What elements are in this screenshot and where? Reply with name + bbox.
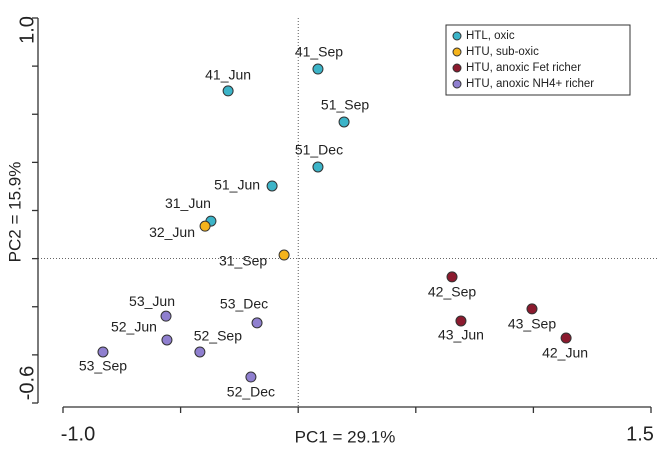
point	[222, 85, 234, 97]
x-tick-label: -1.0	[61, 423, 95, 445]
legend-box	[445, 24, 631, 96]
point	[560, 332, 572, 344]
point-label: 53_Dec	[220, 296, 268, 312]
point	[160, 310, 172, 322]
point-label: 42_Jun	[542, 345, 588, 361]
legend-marker	[452, 31, 462, 41]
y-tick-label: 1.0	[16, 16, 38, 44]
point-label: 51_Sep	[321, 97, 369, 113]
point-label: 52_Jun	[111, 319, 157, 335]
point	[312, 161, 324, 173]
y-axis-label: PC2 = 15.9%	[5, 162, 24, 263]
point	[266, 180, 278, 192]
legend-label: HTL, oxic	[466, 30, 515, 42]
legend-marker	[452, 79, 462, 89]
point-label: 53_Sep	[79, 358, 127, 374]
point-label: 43_Sep	[508, 316, 556, 332]
legend-label: HTU, sub-oxic	[466, 46, 539, 58]
point	[251, 317, 263, 329]
point-label: 52_Dec	[227, 384, 275, 400]
point-label: 31_Sep	[219, 253, 267, 269]
point	[199, 220, 211, 232]
point	[161, 334, 173, 346]
legend-marker	[452, 63, 462, 73]
point	[278, 249, 290, 261]
point-label: 41_Sep	[295, 44, 343, 60]
point	[455, 315, 467, 327]
legend-label: HTU, anoxic NH4+ richer	[466, 78, 594, 90]
point	[446, 271, 458, 283]
x-tick-label: 1.5	[626, 423, 654, 445]
point	[338, 116, 350, 128]
point-label: 41_Jun	[205, 67, 251, 83]
point	[194, 346, 206, 358]
point-label: 31_Jun	[165, 195, 211, 211]
y-tick-label: -0.6	[16, 366, 38, 400]
point-label: 43_Jun	[438, 327, 484, 343]
legend-marker	[452, 47, 462, 57]
point-label: 51_Dec	[295, 142, 343, 158]
point-label: 42_Sep	[428, 284, 476, 300]
point-label: 52_Sep	[194, 328, 242, 344]
point	[97, 346, 109, 358]
x-axis-label: PC1 = 29.1%	[295, 427, 396, 446]
point	[245, 371, 257, 383]
point	[526, 303, 538, 315]
point-label: 53_Jun	[129, 293, 175, 309]
point-label: 32_Jun	[149, 224, 195, 240]
point	[312, 63, 324, 75]
legend-label: HTU, anoxic Fet richer	[466, 62, 581, 74]
point-label: 51_Jun	[214, 177, 260, 193]
